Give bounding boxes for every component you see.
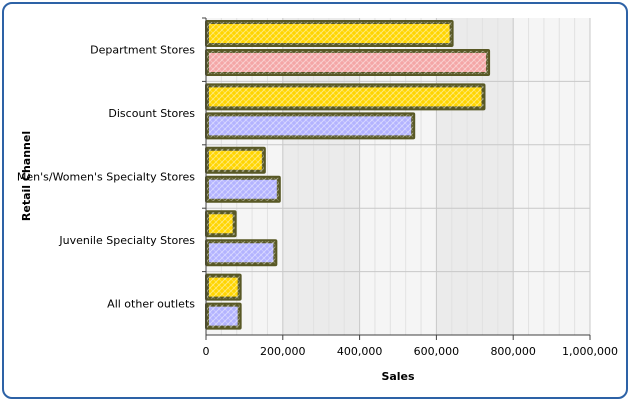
bar-series-2-hatch	[207, 114, 414, 138]
bar-series-1-hatch	[207, 85, 484, 109]
x-tick-label: 800,000	[490, 345, 536, 358]
bar-series-1-hatch	[207, 212, 235, 236]
bar-series-2-hatch	[207, 304, 240, 328]
y-axis-title: Retail Channel	[20, 131, 33, 221]
bar-series-2-hatch	[207, 241, 276, 265]
y-tick-label: All other outlets	[107, 297, 195, 310]
y-tick-label: Men's/Women's Specialty Stores	[17, 171, 195, 184]
bar-series-1-hatch	[207, 148, 264, 172]
bar-series-2-hatch	[207, 177, 279, 201]
bar-series-1-hatch	[207, 275, 240, 299]
bar-series-2-hatch	[207, 51, 489, 74]
x-tick-label: 0	[203, 345, 210, 358]
x-tick-label: 1,000,000	[562, 345, 618, 358]
x-tick-label: 200,000	[260, 345, 306, 358]
y-tick-label: Discount Stores	[108, 107, 195, 120]
y-tick-label: Juvenile Specialty Stores	[58, 234, 195, 247]
x-tick-label: 400,000	[337, 345, 383, 358]
y-tick-label: Department Stores	[90, 44, 195, 57]
x-tick-label: 600,000	[414, 345, 460, 358]
bar-series-1-hatch	[207, 22, 452, 45]
x-axis-title: Sales	[381, 370, 415, 383]
